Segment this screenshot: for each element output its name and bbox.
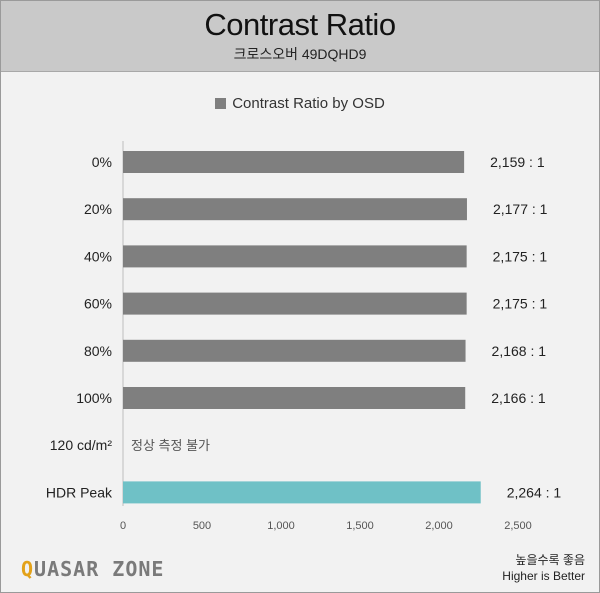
x-tick-label: 500 xyxy=(193,520,211,532)
category-label: 120 cd/m² xyxy=(50,437,113,453)
value-label: 2,264 : 1 xyxy=(507,484,562,500)
x-tick-label: 2,500 xyxy=(504,520,532,532)
category-label: 60% xyxy=(84,296,112,312)
value-label: 2,159 : 1 xyxy=(490,154,545,170)
logo-text: UASAR ZONE xyxy=(34,557,165,581)
value-label: 2,175 : 1 xyxy=(493,296,548,312)
footnote-english: Higher is Better xyxy=(502,569,585,583)
category-label: 80% xyxy=(84,343,112,359)
category-label: 0% xyxy=(92,154,112,170)
quasarzone-logo: QUASAR ZONE xyxy=(21,557,164,581)
bar xyxy=(123,198,467,221)
legend-label: Contrast Ratio by OSD xyxy=(232,95,385,112)
x-tick-label: 0 xyxy=(120,520,126,532)
x-tick-label: 2,000 xyxy=(425,520,453,532)
header: Contrast Ratio 크로스오버 49DQHD9 xyxy=(1,1,599,72)
annotation-label: 정상 측정 불가 xyxy=(131,438,210,453)
chart-title: Contrast Ratio xyxy=(204,7,396,42)
x-tick-label: 1,000 xyxy=(267,520,295,532)
legend: Contrast Ratio by OSD xyxy=(1,95,599,112)
bar xyxy=(123,481,481,504)
value-label: 2,166 : 1 xyxy=(491,390,546,406)
bar xyxy=(123,245,467,268)
category-label: 100% xyxy=(76,390,112,406)
legend-swatch xyxy=(215,98,227,109)
logo-accent-letter: Q xyxy=(21,557,35,581)
bar xyxy=(123,151,465,173)
value-label: 2,177 : 1 xyxy=(493,201,548,217)
bar xyxy=(123,387,466,409)
category-label: 20% xyxy=(84,201,112,217)
category-label: HDR Peak xyxy=(46,484,113,500)
chart-subtitle: 크로스오버 49DQHD9 xyxy=(233,46,367,62)
x-tick-label: 1,500 xyxy=(346,520,374,532)
footnote: 높을수록 좋음 Higher is Better xyxy=(502,552,585,584)
value-label: 2,168 : 1 xyxy=(492,343,547,359)
value-label: 2,175 : 1 xyxy=(493,248,548,264)
bar xyxy=(123,292,467,315)
footnote-korean: 높을수록 좋음 xyxy=(515,553,585,567)
bar xyxy=(123,339,466,362)
category-label: 40% xyxy=(84,248,112,264)
